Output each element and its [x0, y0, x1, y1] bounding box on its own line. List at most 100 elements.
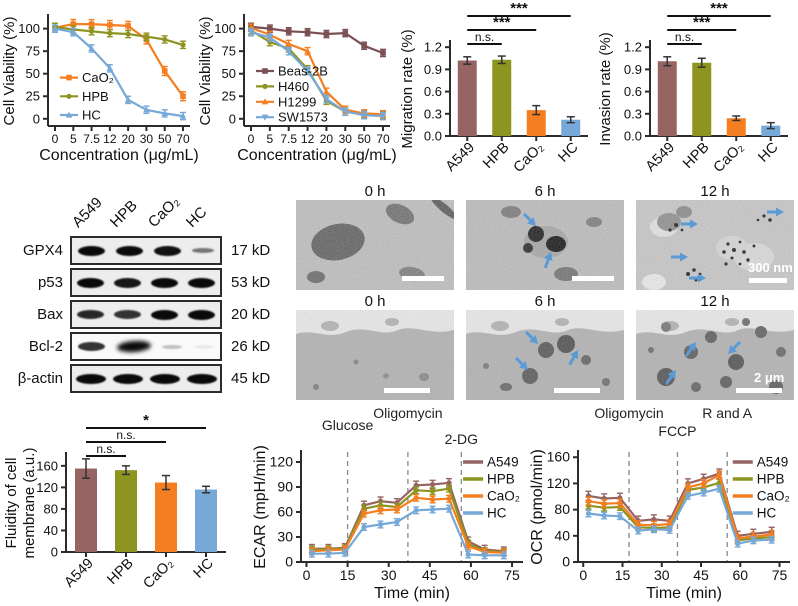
blot-row-p53: p53 53 kD [6, 268, 270, 297]
blot-size-label: 26 kD [231, 338, 271, 355]
blot-row-Bax: Bax 20 kD [6, 300, 270, 329]
svg-text:A549: A549 [443, 140, 478, 175]
svg-text:2 μm: 2 μm [754, 370, 784, 385]
protein-band [116, 339, 151, 354]
blot-strip [70, 364, 222, 393]
svg-text:HPB: HPB [82, 89, 109, 104]
svg-text:12: 12 [301, 132, 315, 146]
blot-lane-label: CaO₂ [144, 193, 183, 231]
blot-protein-label: Bcl-2 [28, 338, 63, 355]
tem-micrograph [466, 200, 624, 290]
svg-text:Cell Viability (%): Cell Viability (%) [1, 17, 18, 126]
svg-text:1.2: 1.2 [424, 40, 442, 55]
svg-text:Migration rate (%): Migration rate (%) [399, 29, 416, 148]
svg-text:Concentration (μg/mL): Concentration (μg/mL) [39, 147, 199, 164]
tem-micrograph: 2 μm [636, 310, 794, 400]
protein-band [77, 342, 105, 351]
svg-text:40: 40 [44, 523, 58, 538]
svg-text:50: 50 [357, 132, 371, 146]
blue-arrow-icon [767, 207, 784, 217]
svg-text:n.s.: n.s. [116, 428, 135, 442]
svg-text:CaO₂: CaO₂ [757, 489, 790, 504]
svg-text:SW1573: SW1573 [278, 110, 328, 125]
svg-text:0.9: 0.9 [424, 62, 442, 77]
svg-text:membrane (a.u.): membrane (a.u.) [21, 448, 38, 559]
svg-text:50: 50 [222, 66, 236, 81]
svg-text:50: 50 [26, 66, 40, 81]
svg-text:60: 60 [463, 567, 479, 583]
blot-size-label: 53 kD [231, 274, 271, 291]
blot-protein-label: p53 [37, 274, 63, 291]
blue-arrow-icon [685, 342, 696, 357]
blue-arrow-icon [524, 330, 538, 344]
svg-text:***: *** [710, 0, 728, 17]
svg-text:R and A: R and A [702, 405, 752, 421]
protein-band [154, 245, 182, 256]
protein-band [114, 277, 141, 288]
blue-arrow-icon [671, 252, 688, 262]
protein-band [115, 245, 143, 256]
svg-text:Time (min): Time (min) [646, 585, 722, 602]
blue-arrow-icon [681, 219, 698, 229]
svg-text:75: 75 [772, 567, 788, 583]
svg-text:Oligomycin: Oligomycin [594, 405, 663, 421]
svg-text:30: 30 [277, 529, 293, 545]
svg-text:120: 120 [270, 454, 294, 470]
blue-arrow-icon [728, 340, 742, 354]
blot-protein-label: β-actin [17, 370, 63, 387]
svg-text:7.5: 7.5 [280, 132, 297, 146]
protein-band [188, 277, 215, 288]
svg-text:A549: A549 [62, 556, 97, 591]
svg-text:160: 160 [547, 449, 571, 465]
svg-text:70: 70 [376, 132, 390, 146]
svg-text:*: * [143, 412, 149, 429]
svg-text:0: 0 [229, 111, 236, 126]
svg-text:15: 15 [340, 567, 356, 583]
svg-text:0.3: 0.3 [424, 106, 442, 121]
svg-text:30: 30 [381, 567, 397, 583]
svg-text:HC: HC [755, 140, 781, 166]
svg-text:160: 160 [36, 458, 58, 473]
svg-text:HPB: HPB [487, 472, 515, 487]
svg-text:0: 0 [285, 554, 293, 570]
blue-arrow-icon [568, 350, 578, 366]
svg-text:0.0: 0.0 [424, 129, 442, 144]
svg-text:90: 90 [277, 479, 293, 495]
tem-micrograph [296, 200, 454, 290]
svg-text:n.s.: n.s. [96, 442, 115, 456]
tem-title: 0 h [364, 293, 386, 310]
blot-strip [70, 268, 222, 297]
protein-band [151, 277, 178, 288]
svg-text:CaO₂: CaO₂ [711, 140, 747, 176]
svg-text:0.3: 0.3 [624, 106, 642, 121]
svg-text:Time (min): Time (min) [374, 585, 450, 602]
svg-text:30: 30 [654, 567, 670, 583]
svg-text:HPB: HPB [757, 472, 785, 487]
svg-text:0.6: 0.6 [624, 84, 642, 99]
svg-text:n.s.: n.s. [675, 30, 694, 44]
blot-strip [70, 332, 222, 361]
svg-text:Glucose: Glucose [322, 417, 374, 433]
tem-title: 12 h [700, 293, 730, 310]
svg-text:Fluidity of cell: Fluidity of cell [3, 458, 20, 549]
blot-row-β-actin: β-actin 45 kD [6, 364, 270, 393]
svg-text:120: 120 [36, 480, 58, 495]
protein-band [77, 245, 105, 256]
blue-arrow-icon [543, 252, 553, 269]
svg-text:25: 25 [26, 89, 40, 104]
blot-lane-label: A549 [68, 194, 106, 231]
svg-text:45: 45 [693, 567, 709, 583]
blot-protein-label: Bax [37, 306, 63, 323]
svg-text:45: 45 [422, 567, 438, 583]
svg-text:5: 5 [267, 132, 274, 146]
svg-text:ECAR (mpH/min): ECAR (mpH/min) [252, 445, 269, 569]
svg-text:HC: HC [82, 108, 101, 123]
svg-text:75: 75 [26, 44, 40, 59]
tem-panel-r1-12h: 12 h 300 nm [636, 184, 794, 292]
tem-title: 6 h [534, 293, 556, 310]
tem-panel-r2-12h: 12 h 2 μm [636, 294, 794, 402]
blot-lane-label: HC [182, 203, 211, 231]
protein-band [186, 373, 217, 384]
blue-arrow-icon [514, 356, 528, 370]
svg-text:30: 30 [140, 132, 154, 146]
